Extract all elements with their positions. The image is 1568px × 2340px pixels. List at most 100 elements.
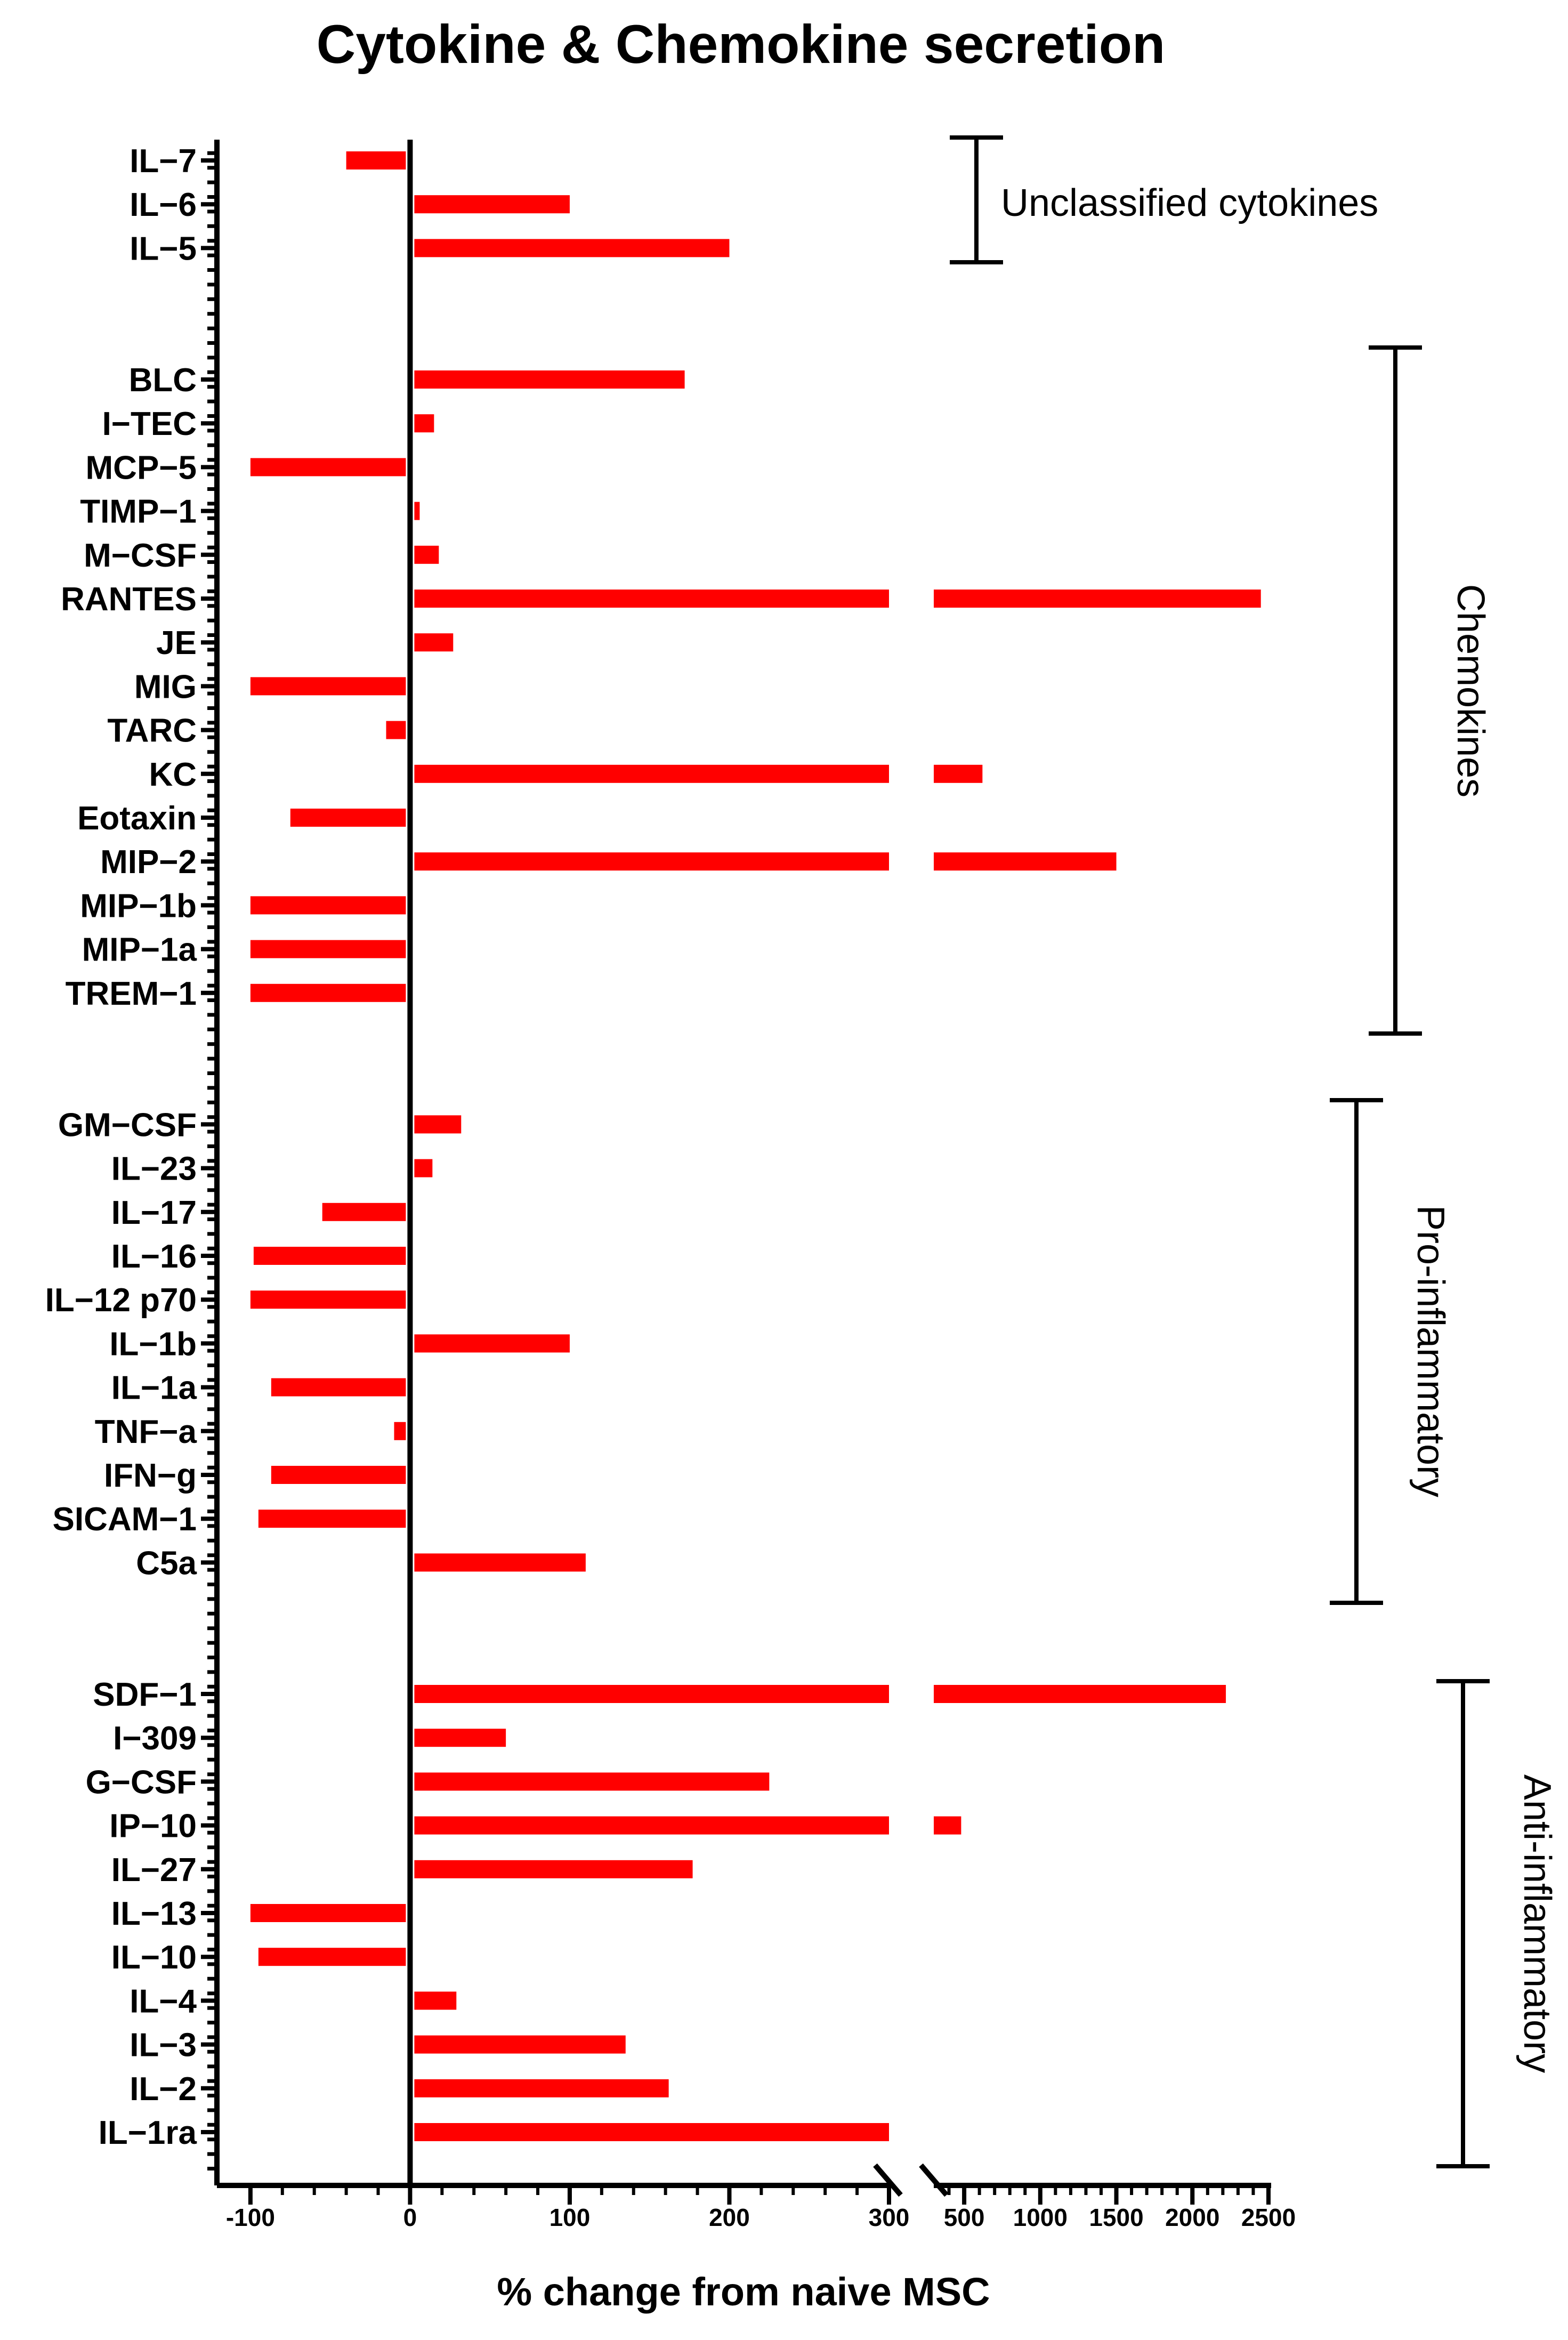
group-brackets: Unclassified cytokines Chemokines Pro-infl…	[950, 135, 1558, 2168]
bar-broken-segment	[934, 1816, 961, 1835]
category-label: TNF−a	[95, 1414, 197, 1450]
category-label: MIP−1b	[80, 887, 197, 924]
x-tick-label: 100	[549, 2204, 591, 2231]
x-tick-label: 1000	[1013, 2204, 1068, 2231]
category-label: IL−1b	[109, 1326, 197, 1362]
category-label: IFN−g	[104, 1457, 197, 1494]
category-label: MIG	[134, 668, 197, 705]
bar	[414, 1334, 570, 1353]
category-label: G−CSF	[86, 1764, 197, 1801]
x-tick-label: 200	[709, 2204, 750, 2231]
category-label: SDF−1	[93, 1676, 197, 1713]
category-label: TARC	[107, 713, 197, 749]
category-label: TREM−1	[66, 975, 197, 1012]
bar	[414, 239, 730, 257]
category-label: I−309	[113, 1720, 197, 1757]
x-tick-label: 300	[869, 2204, 910, 2231]
y-axis	[201, 140, 220, 2185]
bar	[258, 1948, 406, 1966]
bar-broken-segment	[934, 764, 983, 783]
bar	[250, 940, 406, 958]
bar	[250, 677, 406, 696]
bar-broken-segment	[934, 852, 1117, 871]
category-label: IL−6	[130, 187, 197, 223]
bar	[414, 633, 454, 652]
bar	[250, 983, 406, 1002]
category-label: C5a	[136, 1545, 197, 1581]
bar	[414, 1816, 889, 1835]
bar	[322, 1203, 406, 1221]
category-label: KC	[149, 756, 197, 793]
category-label: IL−1ra	[99, 2115, 197, 2151]
category-label: Eotaxin	[77, 800, 197, 837]
bar	[414, 764, 889, 783]
bar	[414, 2035, 626, 2054]
bar	[414, 1553, 586, 1572]
bar	[414, 1115, 462, 1134]
bar	[258, 1510, 406, 1528]
bar	[346, 151, 406, 170]
bar	[414, 502, 420, 520]
bar	[271, 1466, 406, 1484]
bar-broken-segment	[934, 1685, 1226, 1703]
axis-break-mark	[873, 2163, 903, 2197]
bar	[414, 1159, 433, 1177]
bar	[414, 852, 889, 871]
bar	[414, 545, 439, 564]
category-label: RANTES	[61, 581, 197, 618]
category-label: IL−2	[130, 2071, 197, 2108]
category-label: IL−13	[111, 1895, 197, 1932]
category-label: IL−12 p70	[45, 1282, 197, 1319]
x-axis: -100 0 100 200 300 500 1000 1500 2000 2500	[217, 2163, 1296, 2231]
category-label: I−TEC	[102, 406, 197, 442]
bar-broken-segment	[934, 590, 1261, 608]
group-label: Unclassified cytokines	[1001, 182, 1378, 224]
x-axis-title: % change from naive MSC	[497, 2270, 990, 2314]
group-label: Pro-inflammatory	[1409, 1205, 1452, 1497]
category-label: GM−CSF	[58, 1107, 197, 1143]
category-label: IL−27	[111, 1852, 197, 1889]
bar	[414, 2123, 889, 2141]
category-label: MIP−1a	[82, 932, 197, 969]
bar	[414, 1729, 506, 1747]
category-label: M−CSF	[84, 537, 197, 574]
bar	[414, 1772, 770, 1791]
bar	[414, 1685, 889, 1703]
bar	[414, 1860, 693, 1878]
group-label: Anti-inflammatory	[1516, 1774, 1558, 2073]
axis-break-mark	[919, 2163, 949, 2197]
x-tick-label: 1500	[1089, 2204, 1143, 2231]
bar	[414, 195, 570, 214]
bar	[250, 896, 406, 915]
bar	[250, 1290, 406, 1309]
category-label: IP−10	[109, 1808, 197, 1845]
bars	[250, 151, 1261, 2141]
bar	[271, 1378, 406, 1397]
bar	[414, 370, 685, 389]
x-tick-label: -100	[226, 2204, 275, 2231]
category-label: TIMP−1	[80, 494, 197, 530]
chart-title: Cytokine & Chemokine secretion	[317, 14, 1166, 75]
group-label: Chemokines	[1449, 584, 1492, 797]
category-label: IL−16	[111, 1238, 197, 1275]
x-tick-label: 2500	[1241, 2204, 1296, 2231]
bar	[414, 1991, 457, 2010]
bar	[386, 721, 406, 739]
bar	[414, 590, 889, 608]
category-label: MIP−2	[100, 844, 197, 881]
category-label: IL−23	[111, 1151, 197, 1188]
bar	[250, 1904, 406, 1922]
category-label: SICAM−1	[53, 1501, 197, 1538]
x-tick-label: 2000	[1165, 2204, 1219, 2231]
bar	[290, 809, 406, 827]
x-tick-label: 0	[403, 2204, 417, 2231]
y-axis-labels: IL−7 IL−6 IL−5 BLC I−TEC MCP−5 TIMP−1 M−CSF RANT…	[45, 143, 197, 2151]
category-label: IL−17	[111, 1195, 197, 1231]
category-label: JE	[156, 625, 197, 661]
category-label: IL−7	[130, 143, 197, 180]
category-label: IL−3	[130, 2027, 197, 2064]
bar	[414, 414, 434, 433]
bar	[250, 458, 406, 477]
bar	[414, 2079, 669, 2097]
